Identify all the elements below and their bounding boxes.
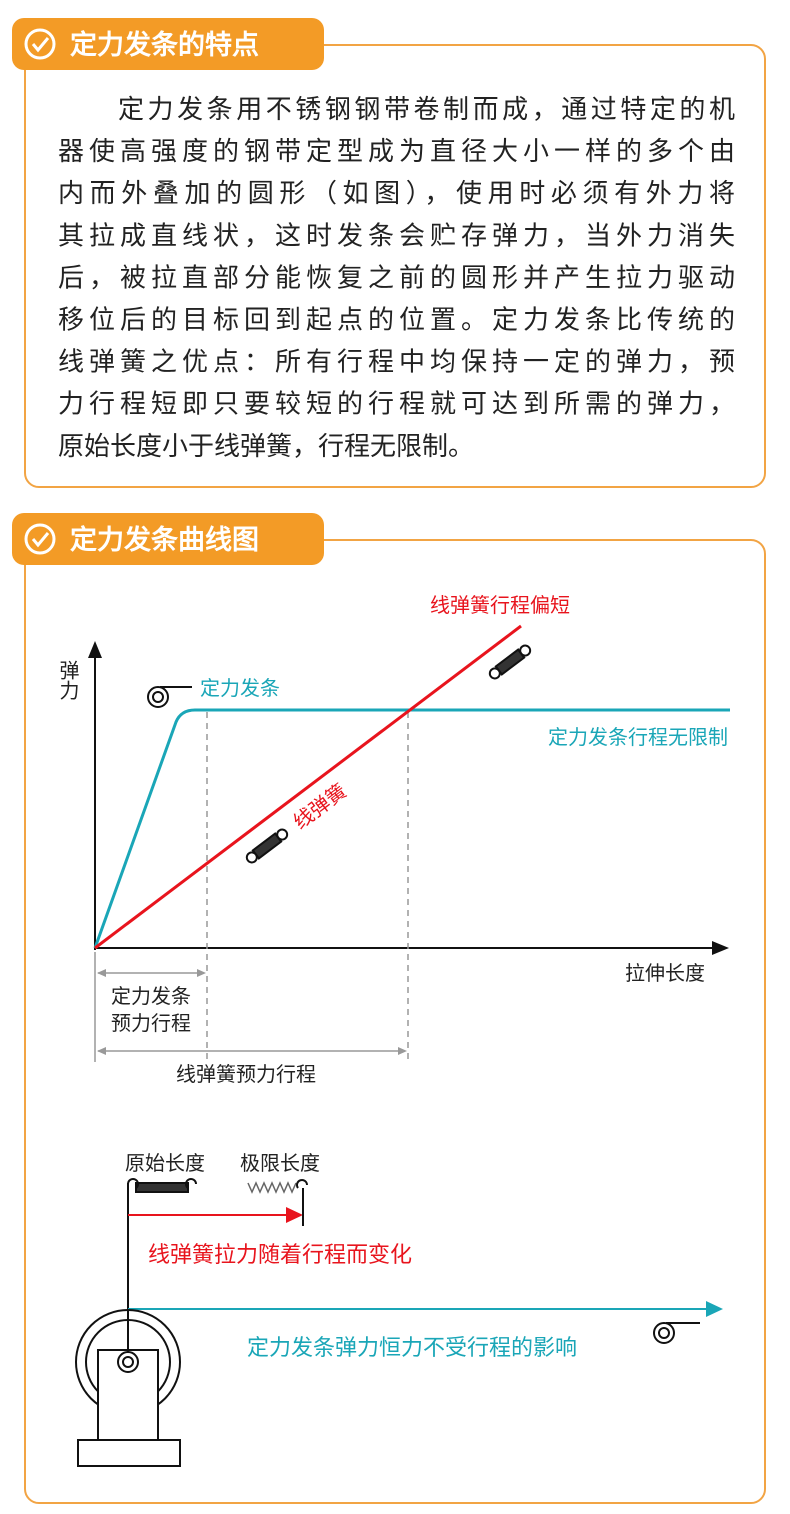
paragraph-line: 内而外叠加的圆形（如图），使用时必须有外力将 xyxy=(58,179,735,209)
constant-force-label: 定力发条弹力恒力不受行程的影响 xyxy=(247,1336,577,1361)
section-box xyxy=(24,44,766,488)
line-spring-change: 线弹簧拉力随着行程而变化 xyxy=(148,1243,412,1268)
line-spring-curve xyxy=(94,624,522,950)
section-title: 定力发条曲线图 xyxy=(70,524,259,556)
limit-length-label: 极限长度 xyxy=(240,1151,320,1175)
constant-spring-curve xyxy=(93,708,730,949)
pulley xyxy=(75,1309,181,1467)
section-box xyxy=(24,539,766,1504)
constant-spring-note: 定力发条行程无限制 xyxy=(548,725,728,749)
paragraph-line: 定力发条用不锈钢钢带卷制而成，通过特定的机 xyxy=(118,95,735,125)
axes xyxy=(88,641,729,955)
x-axis-label: 拉伸长度 xyxy=(625,961,705,985)
constant-preload-label: 定力发条 xyxy=(111,984,191,1008)
line-preload-label: 线弹簧预力行程 xyxy=(176,1062,316,1086)
section-tab xyxy=(12,513,324,565)
spring-icon xyxy=(488,644,532,680)
guide-lines xyxy=(206,712,409,1062)
section-title: 定力发条的特点 xyxy=(70,29,259,61)
line-spring-note: 线弹簧行程偏短 xyxy=(430,593,570,617)
paragraph-line: 原始长度小于线弹簧，行程无限制。 xyxy=(58,432,474,462)
coil-icon xyxy=(653,1322,700,1344)
spring-long xyxy=(247,1179,308,1194)
constant-preload-label: 预力行程 xyxy=(111,1011,191,1035)
section-tab xyxy=(12,18,324,70)
check-icon xyxy=(24,523,56,555)
teal-arrow-head xyxy=(706,1301,723,1317)
check-mark xyxy=(31,37,50,53)
spring-icon xyxy=(245,828,289,864)
constant-spring-label: 定力发条 xyxy=(200,676,280,700)
preload-arrows xyxy=(94,952,407,1062)
original-length-label: 原始长度 xyxy=(125,1151,205,1175)
spring-short xyxy=(127,1178,197,1193)
check-mark xyxy=(31,532,50,548)
coil-icon xyxy=(147,686,192,708)
check-icon xyxy=(24,28,56,60)
y-axis-label: 弹力 xyxy=(56,660,80,700)
red-arrow-head xyxy=(286,1207,303,1223)
